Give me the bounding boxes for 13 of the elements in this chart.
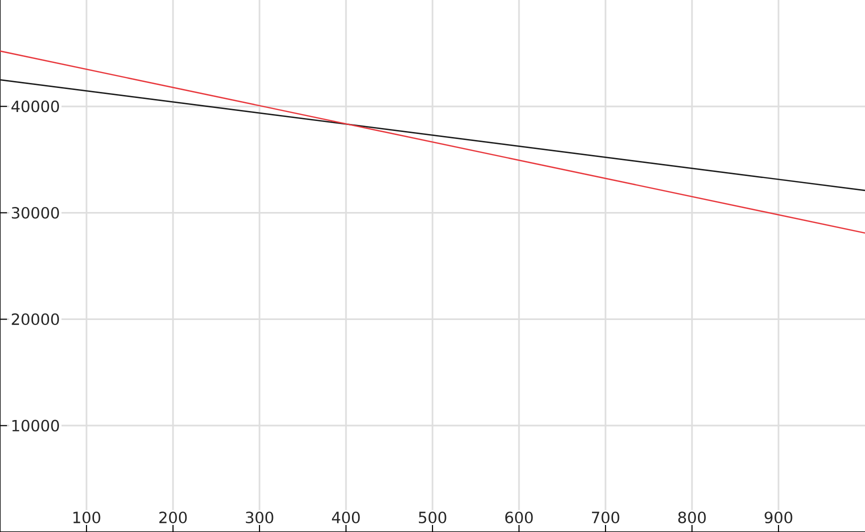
x-tick-label: 300 [246,512,274,524]
y-tick-label: 40000 [11,100,59,112]
x-tick-label: 100 [73,512,100,524]
x-tick-label: 900 [764,512,792,524]
x-tick-label: 200 [159,512,187,524]
x-tick-label: 800 [678,512,706,524]
x-tick-label: 700 [592,512,620,524]
x-tick-label: 600 [505,512,533,524]
y-tick-label: 30000 [12,206,59,219]
y-tick-label: 10000 [12,420,59,432]
x-tick-label: 500 [418,512,446,524]
x-tick-label: 400 [332,512,360,524]
y-tick-label: 20000 [12,313,59,326]
